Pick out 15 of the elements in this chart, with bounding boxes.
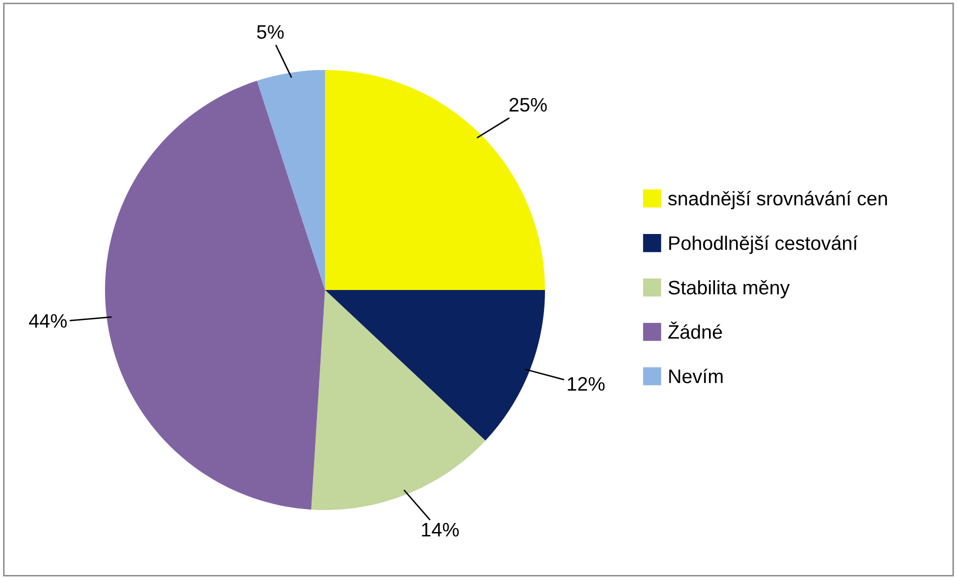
- legend-label: Pohodlnější cestování: [669, 236, 858, 254]
- data-label: 5%: [257, 25, 284, 39]
- legend-label: snadnější srovnávání cen: [668, 190, 887, 210]
- pie-slice: [105, 80, 325, 510]
- pie-slice: [325, 290, 545, 441]
- data-label: 14%: [422, 522, 459, 537]
- data-label: 44%: [28, 314, 67, 328]
- legend-label: Žádné: [668, 322, 722, 339]
- data-label: 25%: [510, 98, 547, 112]
- legend-label: Stabilita měny: [668, 280, 790, 298]
- pie-slice: [311, 290, 486, 510]
- legend-label: Nevím: [669, 368, 723, 384]
- pie-slice: [257, 70, 325, 290]
- pie-slice: [325, 70, 545, 290]
- data-label: 12%: [568, 377, 605, 391]
